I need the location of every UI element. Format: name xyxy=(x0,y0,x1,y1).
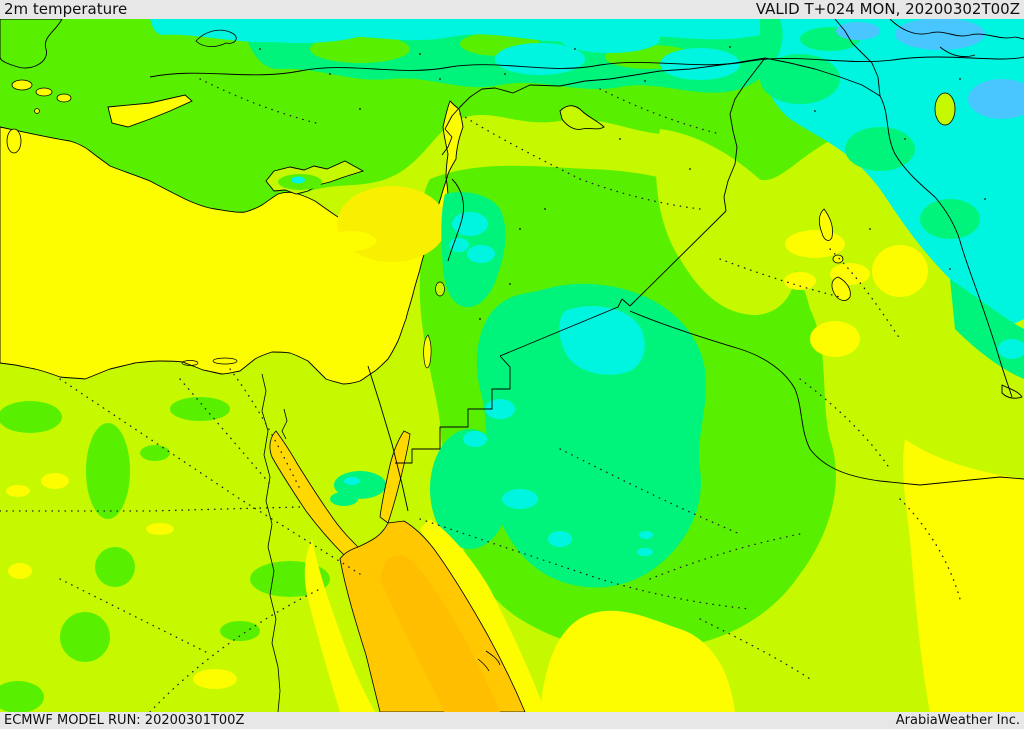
temperature-map-canvas xyxy=(0,19,1024,712)
title-bar: 2m temperature VALID T+024 MON, 20200302… xyxy=(0,0,1024,19)
model-run-label: ECMWF MODEL RUN: 20200301T00Z xyxy=(4,713,245,728)
credit-label: ArabiaWeather Inc. xyxy=(895,713,1020,728)
footer-bar: ECMWF MODEL RUN: 20200301T00Z ArabiaWeat… xyxy=(0,712,1024,729)
map-title: 2m temperature xyxy=(4,0,128,18)
valid-time-label: VALID T+024 MON, 20200302T00Z xyxy=(755,0,1020,18)
temperature-map xyxy=(0,19,1024,712)
